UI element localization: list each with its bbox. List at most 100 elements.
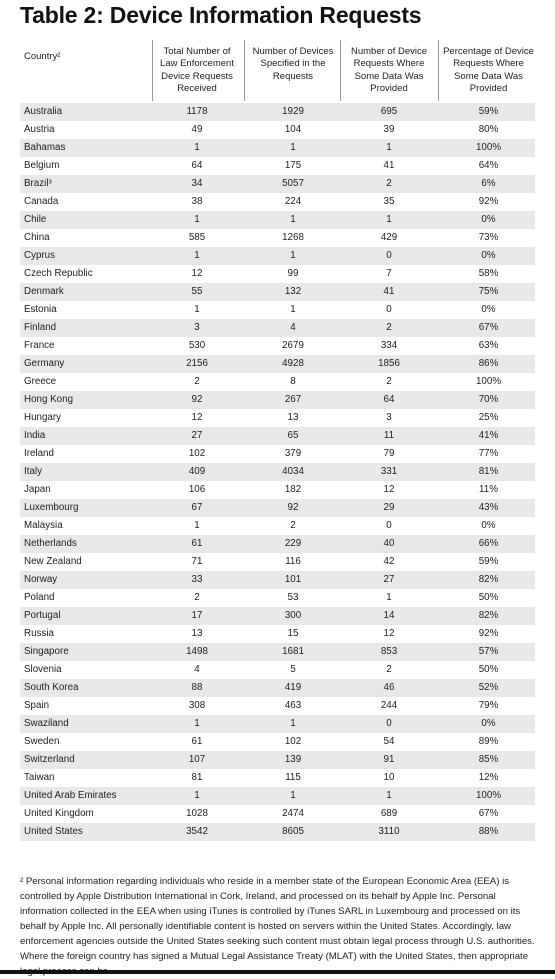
table-row: Switzerland 107 139 91 85% [20, 751, 535, 769]
cell-devices-specified: 300 [284, 610, 302, 621]
cell-devices-specified: 8605 [282, 826, 304, 837]
cell-percentage-provided: 79% [478, 700, 499, 711]
cell-country: South Korea [24, 682, 79, 693]
cell-requests-received: 308 [188, 700, 206, 711]
cell-percentage-provided: 88% [478, 826, 499, 837]
cell-requests-received: 81 [191, 772, 203, 783]
table-row: Swaziland 1 1 0 0% [20, 715, 535, 733]
cell-country: New Zealand [24, 556, 82, 567]
cell-percentage-provided: 0% [481, 304, 496, 315]
cell-devices-specified: 13 [287, 412, 299, 423]
cell-country: Finland [24, 322, 57, 333]
cell-percentage-provided: 59% [478, 556, 499, 567]
table-row: Bahamas 1 1 1 100% [20, 139, 535, 157]
cell-percentage-provided: 80% [478, 124, 499, 135]
table-row: Slovenia 4 5 2 50% [20, 661, 535, 679]
cell-country: Poland [24, 592, 55, 603]
cell-devices-specified: 1 [290, 718, 296, 729]
header-devices-specified: Number of Devices Specified in the Reque… [252, 46, 334, 82]
header-requests-provided: Number of Device Requests Where Some Dat… [350, 46, 428, 95]
cell-country: Netherlands [24, 538, 77, 549]
cell-requests-received: 61 [191, 736, 203, 747]
cell-requests-provided: 3110 [378, 826, 400, 837]
cell-country: Russia [24, 628, 54, 639]
cell-requests-provided: 2 [386, 322, 392, 333]
cell-requests-provided: 0 [386, 250, 392, 261]
cell-country: Australia [24, 106, 63, 117]
table-row: China 585 1268 429 73% [20, 229, 535, 247]
cell-country: Luxembourg [24, 502, 79, 513]
cell-requests-provided: 2 [386, 664, 392, 675]
cell-devices-specified: 1 [290, 250, 296, 261]
cell-devices-specified: 65 [287, 430, 299, 441]
cell-requests-received: 4 [194, 664, 200, 675]
cell-devices-specified: 5057 [282, 178, 304, 189]
table-row: Hong Kong 92 267 64 70% [20, 391, 535, 409]
cell-percentage-provided: 77% [478, 448, 499, 459]
column-divider [438, 40, 439, 101]
cell-requests-received: 1 [194, 250, 200, 261]
table-row: South Korea 88 419 46 52% [20, 679, 535, 697]
cell-requests-provided: 689 [380, 808, 398, 819]
cell-devices-specified: 115 [285, 772, 301, 783]
cell-requests-received: 106 [188, 484, 206, 495]
cell-requests-received: 92 [191, 394, 203, 405]
cell-requests-provided: 40 [383, 538, 395, 549]
cell-requests-provided: 41 [383, 286, 395, 297]
cell-requests-received: 67 [191, 502, 203, 513]
cell-country: United States [24, 826, 83, 837]
cell-devices-specified: 224 [284, 196, 302, 207]
cell-country: Hong Kong [24, 394, 74, 405]
cell-devices-specified: 4928 [282, 358, 304, 369]
cell-requests-received: 530 [188, 340, 206, 351]
table-row: Italy 409 4034 331 81% [20, 463, 535, 481]
cell-devices-specified: 104 [284, 124, 302, 135]
table-row: France 530 2679 334 63% [20, 337, 535, 355]
cell-requests-received: 34 [191, 178, 203, 189]
cell-country: Malaysia [24, 520, 63, 531]
cell-country: Swaziland [24, 718, 69, 729]
cell-devices-specified: 1 [290, 790, 296, 801]
cell-country: Bahamas [24, 142, 66, 153]
cell-requests-received: 71 [191, 556, 203, 567]
cell-requests-received: 2 [194, 376, 200, 387]
cell-requests-provided: 2 [386, 178, 392, 189]
header-requests-received: Total Number of Law Enforcement Device R… [160, 46, 234, 95]
cell-requests-provided: 10 [383, 772, 395, 783]
cell-requests-provided: 1856 [378, 358, 400, 369]
cell-requests-received: 1028 [186, 808, 208, 819]
cell-percentage-provided: 81% [478, 466, 499, 477]
cell-country: Ireland [24, 448, 54, 459]
cell-requests-provided: 12 [383, 484, 395, 495]
cell-requests-provided: 14 [383, 610, 395, 621]
cell-requests-provided: 331 [380, 466, 398, 477]
cell-requests-provided: 12 [383, 628, 395, 639]
cell-country: United Kingdom [24, 808, 94, 819]
cell-percentage-provided: 67% [478, 808, 499, 819]
column-divider [152, 40, 153, 101]
cell-percentage-provided: 92% [478, 196, 499, 207]
cell-percentage-provided: 0% [481, 718, 496, 729]
cell-requests-received: 1 [194, 790, 200, 801]
cell-requests-provided: 46 [383, 682, 395, 693]
cell-country: Singapore [24, 646, 69, 657]
cell-percentage-provided: 75% [478, 286, 499, 297]
table-row: Austria 49 104 39 80% [20, 121, 535, 139]
cell-devices-specified: 92 [287, 502, 299, 513]
cell-country: Taiwan [24, 772, 55, 783]
cell-percentage-provided: 59% [478, 106, 499, 117]
table-row: Australia 1178 1929 695 59% [20, 103, 535, 121]
cell-country: Austria [24, 124, 55, 135]
cell-country: Italy [24, 466, 42, 477]
cell-requests-received: 585 [188, 232, 206, 243]
cell-requests-received: 88 [191, 682, 203, 693]
cell-percentage-provided: 52% [478, 682, 499, 693]
cell-devices-specified: 419 [284, 682, 302, 693]
device-requests-table: Country² Total Number of Law Enforcement… [20, 40, 535, 841]
cell-percentage-provided: 50% [478, 592, 499, 603]
cell-percentage-provided: 63% [478, 340, 499, 351]
cell-percentage-provided: 0% [481, 214, 496, 225]
cell-devices-specified: 5 [290, 664, 296, 675]
table-row: Spain 308 463 244 79% [20, 697, 535, 715]
table-row: Malaysia 1 2 0 0% [20, 517, 535, 535]
